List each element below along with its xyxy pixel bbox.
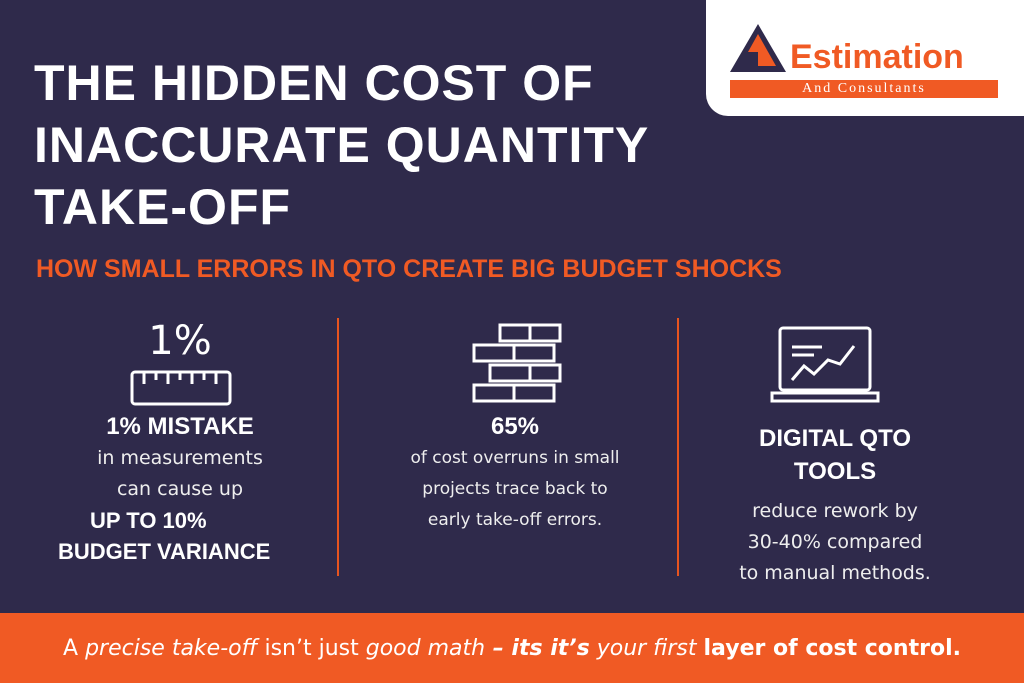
logo-icon xyxy=(730,24,786,72)
column-text: reduce rework by xyxy=(752,500,918,522)
column: DIGITAL QTO TOOLS reduce rework by 30-40… xyxy=(675,422,995,589)
footer-text: isn’t just xyxy=(257,635,366,661)
column-heading: 65% xyxy=(490,413,540,440)
footer-text: precise take-off xyxy=(85,635,258,661)
column-text: of cost overruns in small xyxy=(410,448,620,468)
column-text: projects trace back to xyxy=(422,479,608,499)
footer: A precise take-off isn’t just good math … xyxy=(0,613,1024,683)
column-emphasis: BUDGET VARIANCE xyxy=(58,539,271,564)
subtitle: HOW SMALL ERRORS IN QTO CREATE BIG BUDGE… xyxy=(36,255,782,283)
column-text: in measurements xyxy=(97,447,263,469)
title-line: INACCURATE QUANTITY xyxy=(34,117,650,173)
divider xyxy=(337,318,339,576)
brick-icon xyxy=(472,323,562,403)
column-text: to manual methods. xyxy=(739,562,931,584)
footer-text: – its it’s xyxy=(485,635,590,661)
column-heading: 1% MISTAKE xyxy=(106,413,254,440)
column: 65% of cost overruns in small projects t… xyxy=(355,410,675,536)
footer-text: good math xyxy=(365,635,486,661)
column-text: 30-40% compared xyxy=(747,531,923,553)
footer-text: layer of cost control. xyxy=(703,635,961,661)
column-emphasis: UP TO 10% xyxy=(90,508,207,533)
column-heading: DIGITAL QTO xyxy=(758,425,911,452)
title-line: THE HIDDEN COST OF xyxy=(34,55,594,111)
title: THE HIDDEN COST OF INACCURATE QUANTITY T… xyxy=(34,52,649,238)
divider xyxy=(677,318,679,576)
ruler-icon xyxy=(130,370,232,406)
footer-text: A xyxy=(63,635,86,661)
icon-text: 1% xyxy=(148,318,212,364)
title-line: TAKE-OFF xyxy=(34,179,292,235)
logo-name: Estimation xyxy=(790,38,964,76)
logo-box: Estimation And Consultants xyxy=(706,0,1024,116)
column-text: early take-off errors. xyxy=(427,510,603,530)
column-heading: TOOLS xyxy=(793,458,877,485)
column-text: can cause up xyxy=(116,478,244,500)
laptop-icon xyxy=(770,326,880,403)
column: 1% MISTAKE in measurements can cause up … xyxy=(20,410,340,567)
logo-tagline: And Consultants xyxy=(730,80,998,98)
footer-text: your first xyxy=(589,635,704,661)
